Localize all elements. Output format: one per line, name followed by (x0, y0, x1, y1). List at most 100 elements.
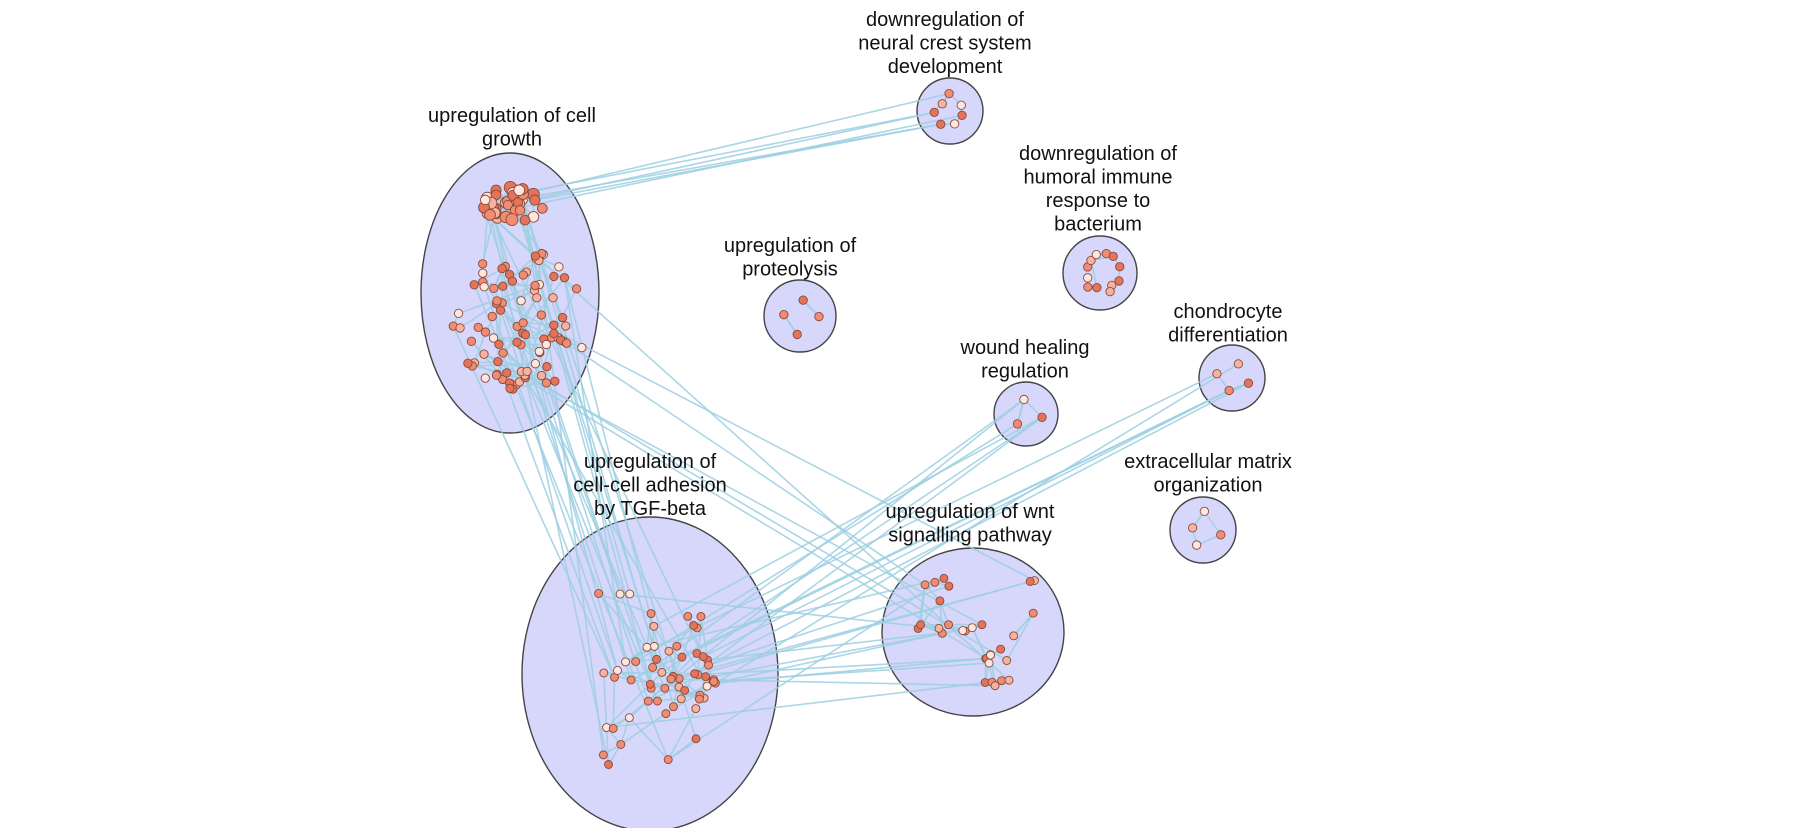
node-chondrocyte (1212, 369, 1222, 379)
node-cell-growth (502, 200, 513, 211)
edge-cell-growth-to-cell-adhesion (498, 344, 669, 760)
cluster-label-line: proteolysis (742, 259, 838, 281)
edge-cell-adhesion-to-chondrocyte (630, 389, 1230, 681)
node-wnt-signalling (996, 644, 1006, 654)
node-cell-growth (480, 373, 490, 383)
node-cell-adhesion (690, 669, 700, 679)
node-cell-adhesion (701, 672, 711, 682)
node-cell-adhesion (616, 740, 626, 749)
node-cell-growth (505, 213, 519, 227)
node-cell-growth (549, 328, 559, 339)
node-cell-adhesion (661, 709, 671, 719)
node-humoral-immune (1083, 273, 1093, 283)
labels-layer: upregulation of cell growth downregulation… (428, 9, 1292, 547)
cluster-label-wound-healing: wound healing regulation (960, 337, 1090, 383)
node-cell-growth (518, 318, 528, 328)
node-cell-growth (488, 333, 499, 343)
node-cell-adhesion (680, 685, 690, 695)
node-cell-growth (513, 184, 526, 197)
node-cell-growth (495, 305, 506, 315)
cluster-label-neural-crest: downregulation of neural crest system deve… (858, 9, 1031, 78)
node-cell-adhesion (694, 694, 704, 704)
edge-cell-adhesion-to-chondrocyte (702, 389, 1230, 658)
node-wnt-signalling (1002, 656, 1012, 665)
node-cell-growth (536, 310, 547, 320)
cluster-label-line: neural crest system (858, 33, 1031, 55)
node-cell-growth (502, 368, 512, 378)
node-cell-adhesion (691, 704, 701, 714)
node-cell-growth (493, 356, 503, 367)
node-cell-growth (536, 203, 548, 214)
cluster-label-line: upregulation of (724, 235, 857, 257)
node-wound-healing (1037, 412, 1047, 422)
node-cell-growth (469, 280, 479, 290)
cluster-label-chondrocyte: chondrocyte differentiation (1168, 301, 1288, 347)
edge-cell-adhesion-to-wound-healing (652, 398, 1025, 668)
edge-cell-growth (499, 309, 523, 372)
cluster-circle-extracellular-matrix (1169, 496, 1237, 564)
node-cell-growth (519, 214, 531, 226)
edge-cell-adhesion (605, 727, 610, 765)
node-cell-growth (530, 280, 540, 291)
node-cell-adhesion (649, 641, 659, 651)
node-neural-crest (949, 119, 960, 129)
cluster-label-line: humoral immune (1024, 167, 1173, 189)
edge-cell-adhesion-to-wnt-signalling (697, 657, 986, 676)
node-wound-healing (1012, 419, 1023, 429)
node-humoral-immune (1108, 251, 1118, 262)
node-cell-adhesion (657, 667, 667, 677)
node-cell-growth (561, 321, 571, 331)
node-cell-adhesion (709, 677, 719, 686)
edge-cell-adhesion-to-wnt-signalling (715, 657, 987, 684)
node-wnt-signalling (958, 626, 968, 636)
edge-cell-adhesion (647, 686, 680, 702)
node-cell-growth (534, 346, 544, 357)
edge-extracellular-matrix (1203, 510, 1222, 536)
node-extracellular-matrix (1199, 506, 1210, 516)
node-cell-growth (492, 296, 502, 306)
node-cell-adhesion (642, 642, 652, 652)
node-wnt-signalling (916, 620, 926, 630)
node-wnt-signalling (990, 681, 1000, 691)
edge-cell-adhesion (612, 677, 616, 729)
node-neural-crest (929, 107, 939, 118)
node-cell-adhesion (608, 724, 618, 733)
node-extracellular-matrix (1216, 530, 1226, 540)
cluster-label-proteolysis: upregulation of proteolysis (724, 235, 857, 281)
node-cell-growth (562, 338, 572, 348)
node-cell-adhesion (594, 589, 604, 598)
node-wnt-signalling (939, 573, 949, 583)
node-cell-growth (520, 330, 531, 340)
node-wnt-signalling (935, 596, 945, 606)
node-cell-adhesion (672, 641, 682, 651)
node-cell-adhesion (643, 696, 653, 706)
cluster-circle-humoral-immune (1062, 235, 1138, 311)
cluster-label-humoral-immune: downregulation of humoral immune response … (1019, 143, 1177, 236)
node-cell-adhesion (676, 694, 686, 704)
node-wnt-signalling (967, 623, 977, 633)
node-cell-growth (554, 262, 564, 272)
node-cell-adhesion (621, 657, 630, 667)
edge-cell-growth-to-wnt-signalling (525, 373, 1008, 662)
node-cell-growth (480, 194, 491, 206)
node-wound-healing (1019, 394, 1029, 405)
edge-cell-adhesion (620, 717, 631, 745)
node-cell-adhesion (648, 662, 658, 672)
edge-cell-adhesion-to-chondrocyte (664, 382, 1249, 689)
node-cell-adhesion (649, 621, 659, 631)
node-humoral-immune (1105, 286, 1115, 297)
cluster-circle-neural-crest (916, 77, 984, 145)
node-cell-adhesion (652, 654, 661, 664)
edge-cell-growth-to-wnt-signalling (558, 337, 926, 586)
cluster-label-line: extracellular matrix (1124, 451, 1292, 473)
node-cell-adhesion (702, 681, 712, 691)
node-proteolysis (814, 311, 824, 322)
cluster-label-line: signalling pathway (888, 525, 1051, 547)
edge-cell-growth-to-wnt-signalling (483, 353, 987, 660)
cluster-label-line: by TGF-beta (594, 498, 707, 520)
node-cell-growth (530, 251, 541, 261)
node-cell-growth (479, 349, 489, 359)
node-cell-growth (549, 320, 559, 330)
node-cell-growth (541, 339, 552, 350)
node-cell-growth (455, 323, 465, 333)
